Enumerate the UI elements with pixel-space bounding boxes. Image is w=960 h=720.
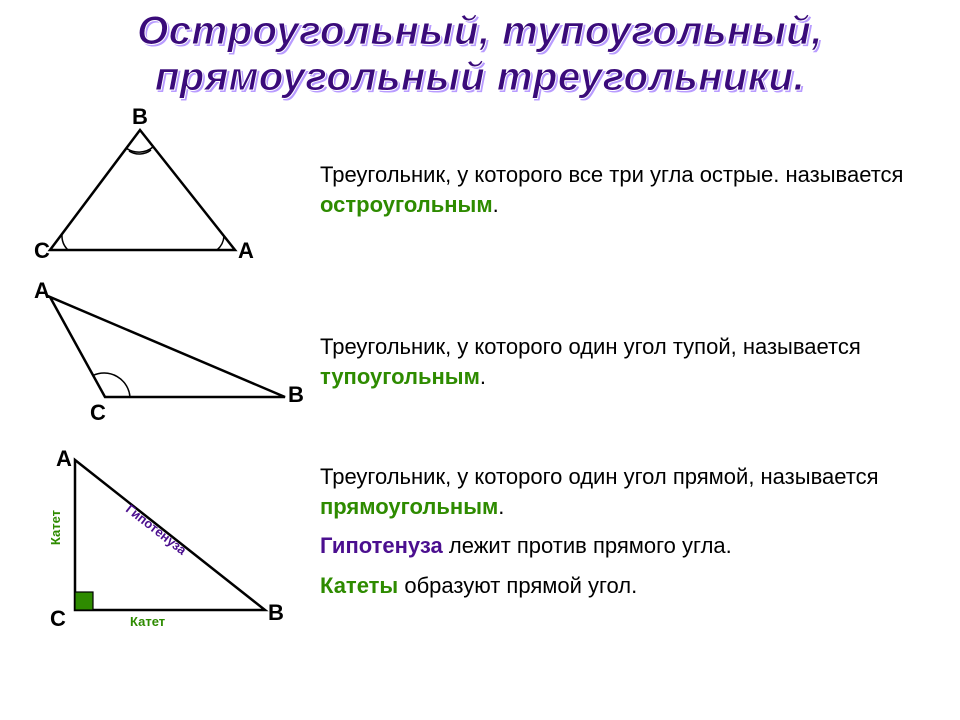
right-vertex-c: C <box>50 606 66 632</box>
acute-desc-prefix: Треугольник, у которого все три угла ост… <box>320 162 903 187</box>
right-cathet2-label: Катет <box>130 614 165 629</box>
right-line2-rest: лежит против прямого угла. <box>443 533 732 558</box>
obtuse-description: Треугольник, у которого один угол тупой,… <box>310 332 940 391</box>
obtuse-desc-suffix: . <box>480 364 486 389</box>
section-obtuse: A C B Треугольник, у которого один угол … <box>0 276 960 448</box>
right-vertex-a: A <box>56 446 72 472</box>
acute-diagram: C B A <box>20 110 310 270</box>
right-line3-cat: Катеты <box>320 573 398 598</box>
acute-vertex-c: C <box>34 238 50 264</box>
obtuse-vertex-c: C <box>90 400 106 426</box>
right-diagram: A C B Катет Катет Гипотенуза <box>20 450 310 640</box>
page-title: Остроугольный, тупоугольный, прямоугольн… <box>0 0 960 104</box>
title-line-2: прямоугольный треугольники. <box>155 55 805 99</box>
obtuse-diagram: A C B <box>20 282 310 442</box>
right-line1-prefix: Треугольник, у которого один угол прямой… <box>320 464 879 489</box>
right-line3-rest: образуют прямой угол. <box>398 573 637 598</box>
right-line1-suffix: . <box>498 494 504 519</box>
acute-term: остроугольным <box>320 192 493 217</box>
section-acute: C B A Треугольник, у которого все три уг… <box>0 104 960 276</box>
acute-desc-suffix: . <box>493 192 499 217</box>
acute-triangle-svg <box>20 110 310 270</box>
right-description: Треугольник, у которого один угол прямой… <box>310 450 940 601</box>
acute-vertex-b: B <box>132 104 148 130</box>
obtuse-vertex-b: B <box>288 382 304 408</box>
right-cathet1-label: Катет <box>48 510 63 545</box>
obtuse-vertex-a: A <box>34 278 50 304</box>
obtuse-triangle-svg <box>20 282 310 442</box>
acute-description: Треугольник, у которого все три угла ост… <box>310 160 940 219</box>
right-line2-hyp: Гипотенуза <box>320 533 443 558</box>
right-line1-term: прямоугольным <box>320 494 498 519</box>
title-line-1: Остроугольный, тупоугольный, <box>137 9 823 53</box>
obtuse-term: тупоугольным <box>320 364 480 389</box>
right-vertex-b: B <box>268 600 284 626</box>
section-right: A C B Катет Катет Гипотенуза Треугольник… <box>0 448 960 646</box>
acute-vertex-a: A <box>238 238 254 264</box>
obtuse-desc-prefix: Треугольник, у которого один угол тупой,… <box>320 334 861 359</box>
